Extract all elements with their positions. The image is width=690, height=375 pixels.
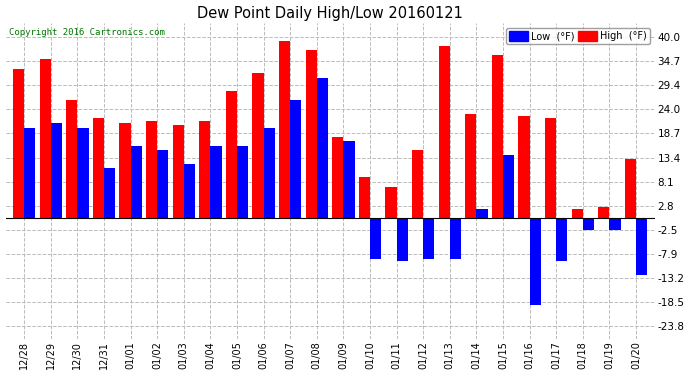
Bar (253, 73, 264, 218)
Bar (450, 218, 461, 259)
Bar (199, 121, 210, 218)
Bar (370, 218, 381, 259)
Bar (518, 116, 530, 218)
Bar (545, 118, 556, 218)
Bar (333, 136, 344, 218)
Bar (439, 46, 450, 218)
Bar (130, 146, 141, 218)
Bar (306, 50, 317, 218)
Text: Copyright 2016 Cartronics.com: Copyright 2016 Cartronics.com (9, 28, 165, 37)
Bar (66, 100, 77, 218)
Bar (636, 218, 647, 275)
Bar (210, 146, 221, 218)
Bar (157, 150, 168, 218)
Bar (359, 177, 370, 218)
Bar (492, 55, 503, 218)
Bar (290, 100, 302, 218)
Bar (119, 123, 130, 218)
Bar (317, 78, 328, 218)
Bar (344, 141, 355, 218)
Bar (93, 118, 104, 218)
Bar (184, 164, 195, 218)
Bar (423, 218, 435, 259)
Bar (104, 168, 115, 218)
Bar (609, 218, 620, 230)
Bar (572, 209, 583, 218)
Legend: Low  (°F), High  (°F): Low (°F), High (°F) (506, 28, 650, 44)
Bar (503, 155, 514, 218)
Bar (24, 128, 35, 218)
Bar (237, 146, 248, 218)
Bar (583, 218, 594, 230)
Bar (13, 69, 24, 218)
Bar (625, 159, 636, 218)
Bar (264, 128, 275, 218)
Bar (279, 41, 290, 218)
Bar (476, 209, 488, 218)
Bar (386, 187, 397, 218)
Title: Dew Point Daily High/Low 20160121: Dew Point Daily High/Low 20160121 (197, 6, 463, 21)
Bar (172, 125, 184, 218)
Bar (397, 218, 408, 261)
Bar (530, 218, 541, 304)
Bar (51, 123, 62, 218)
Bar (598, 207, 609, 218)
Bar (39, 59, 51, 218)
Bar (226, 91, 237, 218)
Bar (465, 114, 476, 218)
Bar (146, 121, 157, 218)
Bar (556, 218, 567, 261)
Bar (77, 128, 88, 218)
Bar (412, 150, 423, 218)
